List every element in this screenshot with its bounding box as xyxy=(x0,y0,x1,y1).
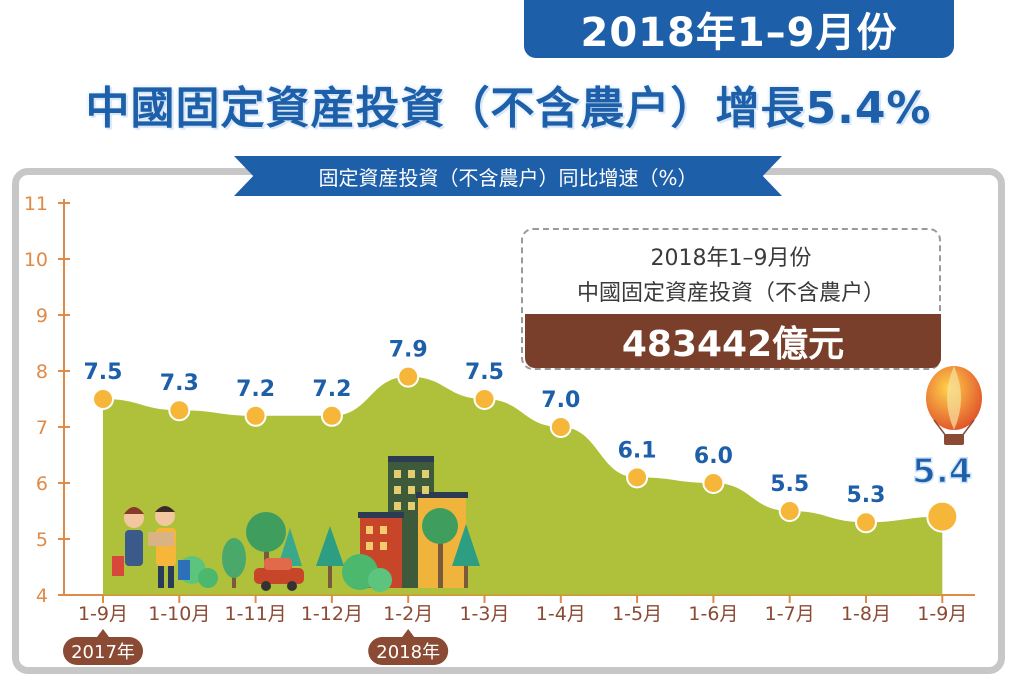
car-icon xyxy=(254,558,304,591)
data-point xyxy=(855,511,877,534)
balloon-icon xyxy=(926,366,982,445)
decorative-illustration xyxy=(112,366,982,592)
x-tick-label: 1-12月 xyxy=(301,603,363,625)
x-tick-label: 1-6月 xyxy=(688,603,738,625)
page-title: 中國固定資産投資（不含農户）增長5.4% xyxy=(85,83,932,134)
tree-icon xyxy=(452,524,480,588)
growth-area xyxy=(103,376,943,595)
x-tick-label: 1-3月 xyxy=(459,603,509,625)
tree-icon xyxy=(222,538,246,588)
x-tick-label: 1-8月 xyxy=(841,603,891,625)
data-label: 5.5 xyxy=(770,472,809,497)
data-label: 7.5 xyxy=(84,360,123,385)
year-tag-pointer xyxy=(402,629,415,637)
y-tick-label: 11 xyxy=(24,193,48,215)
data-label: 6.0 xyxy=(694,444,733,469)
data-label: 5.4 xyxy=(912,452,972,492)
y-tick-label: 9 xyxy=(36,305,48,327)
x-tick-label: 1-5月 xyxy=(612,603,662,625)
callout-period: 2018年1–9月份 xyxy=(650,246,812,271)
year-tag-pointer xyxy=(97,629,109,637)
data-label: 7.2 xyxy=(236,377,275,402)
year-tag-label: 2017年 xyxy=(71,642,135,663)
data-label: 6.1 xyxy=(618,438,657,463)
year-tag xyxy=(368,637,449,665)
year-tag xyxy=(63,637,143,665)
data-point xyxy=(473,388,496,410)
data-point xyxy=(926,500,959,533)
x-tick-label: 1-7月 xyxy=(765,603,815,625)
y-tick-label: 7 xyxy=(36,417,48,439)
tree-icon xyxy=(316,526,344,588)
data-point xyxy=(549,416,572,438)
y-tick-label: 8 xyxy=(36,361,48,383)
callout-subject: 中國固定資産投資（不含農户） xyxy=(576,281,885,306)
year-tag-label: 2018年 xyxy=(376,642,440,663)
data-point xyxy=(168,399,191,422)
data-label: 7.3 xyxy=(160,371,199,396)
data-point xyxy=(244,404,267,427)
y-tick-label: 6 xyxy=(36,473,48,495)
data-label: 7.2 xyxy=(312,377,351,402)
x-tick-label: 1-10月 xyxy=(148,603,210,625)
y-tick-label: 5 xyxy=(36,529,48,551)
data-point xyxy=(92,388,114,410)
tree-icon xyxy=(422,508,458,588)
total-investment-callout: 2018年1–9月份 中國固定資産投資（不含農户） 483442億元 xyxy=(521,228,941,370)
data-point xyxy=(702,472,725,494)
callout-total-value: 483442億元 xyxy=(525,314,941,368)
x-tick-label: 1-9月 xyxy=(917,603,967,625)
x-tick-label: 1-11月 xyxy=(225,603,287,625)
x-tick-label: 1-4月 xyxy=(536,603,586,625)
data-label: 7.5 xyxy=(465,360,504,385)
chart-title-ribbon: 固定資産投資（不含農户）同比增速（%） xyxy=(234,156,782,196)
data-point xyxy=(626,466,649,489)
data-point xyxy=(320,404,343,427)
x-tick-label: 1-2月 xyxy=(383,603,433,625)
y-tick-label: 10 xyxy=(24,249,48,271)
data-point xyxy=(778,500,801,522)
data-label: 5.3 xyxy=(847,483,886,508)
tree-icon xyxy=(342,554,392,592)
y-tick-label: 4 xyxy=(36,585,48,607)
data-point xyxy=(397,365,420,388)
period-banner: 2018年1–9月份 xyxy=(524,0,954,58)
x-tick-label: 1-9月 xyxy=(78,603,128,625)
data-label: 7.9 xyxy=(389,338,428,363)
people-icon xyxy=(112,506,190,588)
data-label: 7.0 xyxy=(541,388,580,413)
